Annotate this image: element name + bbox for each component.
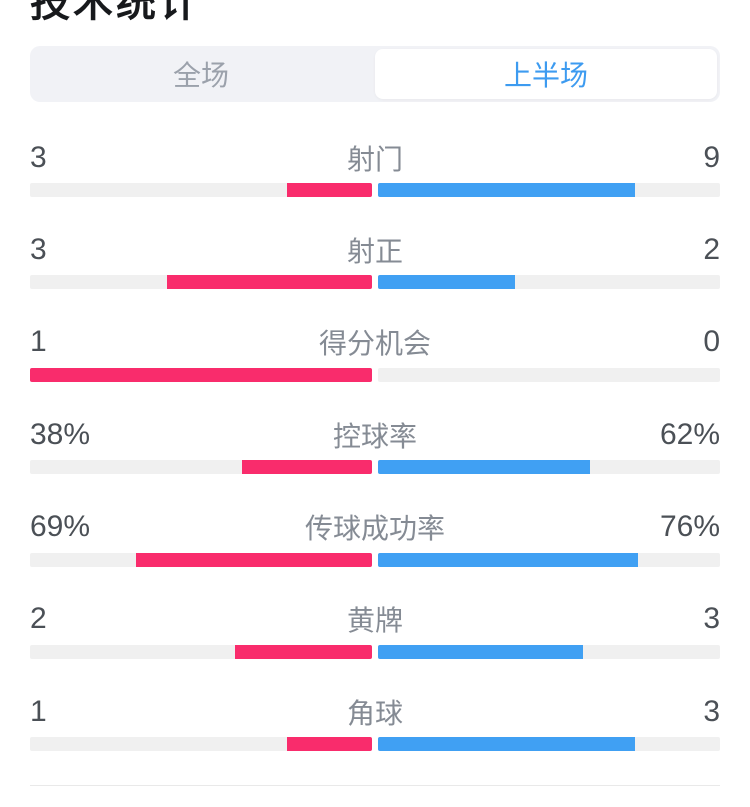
home-bar-track [30,367,372,382]
away-bar-track [378,552,720,567]
away-bar-fill [378,275,515,290]
away-bar-fill [378,737,635,752]
away-bar-track [378,460,720,475]
tab-full-match[interactable]: 全场 [172,60,229,91]
home-value: 2 [30,602,47,636]
home-bar-fill [235,644,372,659]
home-value: 69% [30,510,91,544]
away-value: 62% [659,417,720,451]
away-value: 3 [703,694,720,728]
away-bar-track [378,275,720,290]
home-bar-track [30,275,372,290]
home-bar-track [30,552,372,567]
away-value: 76% [659,510,720,544]
stat-label: 射正 [346,235,403,267]
away-value: 2 [703,232,720,266]
stat-row: 3 射门 9 [0,136,750,228]
stat-label: 角球 [346,697,403,729]
home-value: 3 [30,140,47,174]
stat-label: 得分机会 [318,328,431,360]
away-bar-track [378,644,720,659]
home-bar-track [30,644,372,659]
away-bar-track [378,737,720,752]
home-bar-fill [242,460,372,475]
stats-list: 3 射门 9 3 射正 2 1 [0,136,750,783]
home-value: 1 [30,325,47,359]
tab-bar: 全场 上半场 [30,46,720,102]
stat-row: 69% 传球成功率 76% [0,506,750,598]
home-bar-fill [286,183,372,197]
home-bar-fill [136,552,372,567]
home-value: 3 [30,232,47,266]
home-value: 38% [30,417,91,451]
away-value: 9 [703,140,720,174]
page-title: 技术统计 [30,0,202,25]
stat-row: 1 得分机会 0 [0,321,750,413]
stat-row: 3 射正 2 [0,228,750,320]
home-bar-fill [286,737,372,752]
bottom-divider [30,785,720,786]
away-value: 0 [703,325,720,359]
home-bar-track [30,460,372,475]
stat-label: 黄牌 [346,605,403,637]
away-bar-fill [378,644,584,659]
away-bar-fill [378,183,635,197]
tab-first-half[interactable]: 上半场 [375,49,717,99]
home-value: 1 [30,694,47,728]
stat-label: 传球成功率 [304,513,445,545]
away-bar-track [378,367,720,382]
away-value: 3 [703,602,720,636]
away-bar-fill [378,552,638,567]
stat-row: 38% 控球率 62% [0,413,750,505]
home-bar-fill [166,275,372,290]
away-bar-track [378,183,720,197]
stat-label: 射门 [346,143,403,175]
home-bar-fill [30,367,372,382]
home-bar-track [30,183,372,197]
stat-label: 控球率 [332,420,417,452]
stat-row: 1 角球 3 [0,690,750,782]
home-bar-track [30,737,372,752]
away-bar-fill [378,460,591,475]
stat-row: 2 黄牌 3 [0,598,750,690]
